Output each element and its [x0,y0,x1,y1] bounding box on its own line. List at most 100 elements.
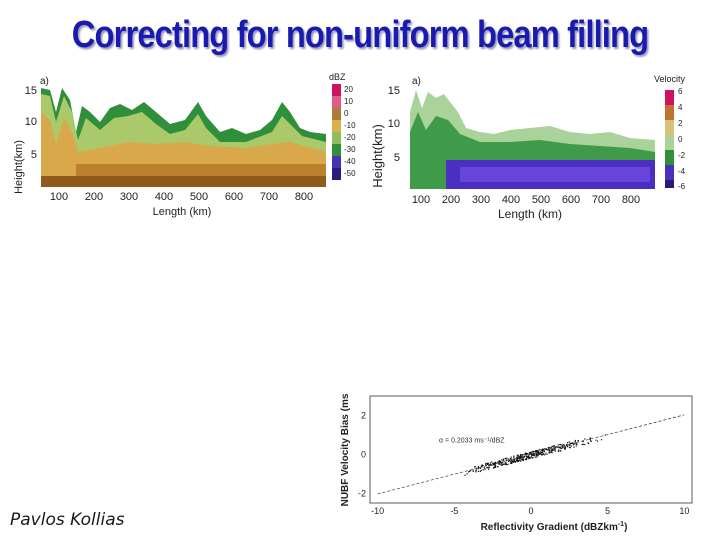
scatter-point [506,457,508,459]
y-tick-label: 5 [394,152,400,164]
scatter-point [536,453,538,455]
scatter-point [567,442,569,444]
scatter-point [543,450,545,453]
scatter-point [534,456,537,458]
scatter-point [475,470,477,472]
scatter-point [536,451,538,454]
scatter-point [487,466,489,469]
x-axis-label-sup: -1 [618,521,624,528]
colorbar-tick: -30 [344,145,356,154]
x-tick-label: 500 [190,191,208,203]
scatter-point [595,439,597,441]
scatter-point [544,448,546,450]
scatter-point [482,469,484,471]
x-tick-label: -5 [450,506,458,516]
colorbar-tick: -10 [344,121,356,130]
scatter-point [550,448,552,450]
scatter-point [510,461,512,463]
colorbar-swatch [665,105,674,120]
colorbar-title: dBZ [329,72,346,82]
scatter-point [532,453,534,456]
scatter-point [551,452,553,454]
scatter-point [500,463,502,465]
velocity-panel: a) Height(km) 15 10 5 Velocity 6 4 2 0 -… [370,74,686,221]
scatter-point [521,454,523,456]
scatter-point [509,460,512,462]
scatter-point [509,462,512,464]
scatter-point [582,440,584,443]
scatter-point [485,464,487,466]
nubf-scatter-panel: NUBF Velocity Bias (ms -10 -5 0 5 10 -2 0 2 α =… [340,393,693,533]
x-tick-label: 300 [472,194,490,206]
scatter-point [596,440,599,442]
scatter-point [568,441,570,443]
x-tick-label: 0 [528,506,533,516]
scatter-point [527,456,529,459]
colorbar-swatch [332,120,341,132]
scatter-point [569,442,571,444]
scatter-point [518,457,521,460]
scatter-point [532,451,534,453]
scatter-point [479,470,481,473]
scatter-point [573,443,575,445]
scatter-point [485,463,487,465]
scatter-point [499,460,502,463]
scatter-point [539,449,541,451]
plot-frame [369,395,693,504]
scatter-point [525,455,527,457]
scatter-point [570,442,572,445]
scatter-point [479,467,481,469]
scatter-point [531,453,534,456]
scatter-point [514,460,517,463]
scatter-point [548,448,550,451]
colorbar-swatch [332,96,341,108]
scatter-point [559,443,561,446]
scatter-point [548,449,550,451]
scatter-point [567,446,569,448]
scatter-point [464,474,466,476]
scatter-point [497,461,499,463]
scatter-point [542,451,544,453]
scatter-point [561,447,563,449]
scatter-point [512,460,514,462]
scatter-point [477,466,480,468]
scatter-point [548,451,550,453]
x-axis-label-main: Reflectivity Gradient (dBZkm [481,522,618,533]
scatter-point [569,444,571,446]
scatter-point [512,459,514,461]
scatter-point [557,446,559,448]
colorbar-tick: 20 [344,85,353,94]
colorbar-swatch [332,156,341,168]
scatter-point [536,454,538,456]
scatter-point [571,442,573,444]
scatter-point [531,455,533,457]
scatter-point [553,448,555,450]
scatter-point [535,454,537,456]
scatter-point [543,449,545,451]
scatter-point [526,458,528,460]
axis-ticks: -10 -5 0 5 10 -2 0 2 [358,410,689,516]
scatter-point [516,459,518,461]
scatter-point [537,450,540,452]
x-tick-label: 200 [85,191,103,203]
scatter-point [521,456,523,458]
scatter-point [531,451,533,453]
scatter-point [517,456,519,458]
scatter-point [514,461,516,463]
scatter-point [503,459,505,461]
scatter-point [568,446,571,448]
scatter-point [517,454,519,456]
scatter-point [541,449,543,451]
scatter-point [501,462,503,464]
x-tick-label: 300 [120,191,138,203]
colorbar-tick: -2 [678,151,686,160]
scatter-point [535,451,537,453]
scatter-point [522,458,524,461]
scatter-point [533,455,535,457]
scatter-point [528,456,531,459]
scatter-point [570,445,572,447]
scatter-point [517,460,519,462]
scatter-point [564,447,566,449]
scatter-point [563,444,565,446]
scatter-point [493,462,495,464]
